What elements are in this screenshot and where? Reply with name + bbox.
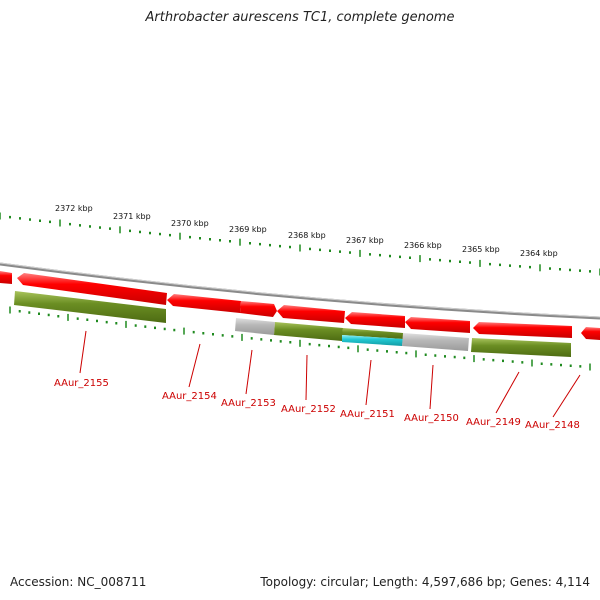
gene-arrow[interactable]	[17, 273, 167, 305]
label-connectors	[79, 330, 581, 418]
accession-text: Accession: NC_008711	[10, 575, 147, 589]
scale-label: 2367 kbp	[346, 236, 384, 245]
scale-label: 2370 kbp	[171, 219, 209, 228]
gene-label[interactable]: AAur_2148	[525, 420, 580, 431]
scale-label: 2365 kbp	[462, 245, 500, 254]
genome-backbone	[0, 262, 600, 320]
gene-labels: AAur_2155 AAur_2154 AAur_2153 AAur_2152 …	[54, 378, 580, 431]
gene-arrow[interactable]	[277, 305, 345, 323]
gene-label[interactable]: AAur_2152	[281, 404, 336, 415]
scale-label: 2371 kbp	[113, 212, 151, 221]
gene-label[interactable]: AAur_2151	[340, 409, 395, 420]
scale-labels: 2372 kbp 2371 kbp 2370 kbp 2369 kbp 2368…	[55, 204, 558, 258]
map-title: Arthrobacter aurescens TC1, complete gen…	[145, 10, 455, 25]
scale-ruler-top	[0, 212, 600, 276]
gene-track-inner	[14, 291, 571, 357]
gene-arrow[interactable]	[345, 312, 405, 328]
scale-label: 2369 kbp	[229, 225, 267, 234]
scale-label: 2366 kbp	[404, 241, 442, 250]
topology-text: Topology: circular; Length: 4,597,686 bp…	[260, 575, 590, 589]
cds-feature-green[interactable]	[342, 328, 403, 339]
gene-arrow[interactable]	[240, 301, 277, 317]
gene-label[interactable]: AAur_2149	[466, 417, 521, 428]
genome-backbone-highlight	[0, 262, 600, 318]
scale-label: 2364 kbp	[520, 249, 558, 258]
gene-label[interactable]: AAur_2150	[404, 413, 459, 424]
gene-arrow[interactable]	[405, 317, 470, 333]
gene-label[interactable]: AAur_2154	[162, 391, 217, 402]
gene-track-forward	[0, 271, 600, 340]
cds-feature-grey[interactable]	[235, 318, 275, 335]
gene-label[interactable]: AAur_2155	[54, 378, 109, 389]
gene-arrow[interactable]	[0, 271, 12, 284]
cds-feature-green[interactable]	[471, 338, 571, 357]
scale-label: 2372 kbp	[55, 204, 93, 213]
cds-feature-green[interactable]	[14, 291, 166, 323]
gene-arrow[interactable]	[167, 294, 241, 313]
scale-ruler-bottom	[9, 306, 591, 371]
scale-label: 2368 kbp	[288, 231, 326, 240]
gene-arrow[interactable]	[581, 327, 600, 340]
cds-feature-green[interactable]	[274, 322, 343, 341]
gene-label[interactable]: AAur_2153	[221, 398, 276, 409]
cds-feature-grey[interactable]	[402, 333, 469, 351]
gene-arrow[interactable]	[473, 322, 572, 338]
cds-feature-cyan[interactable]	[342, 335, 403, 346]
